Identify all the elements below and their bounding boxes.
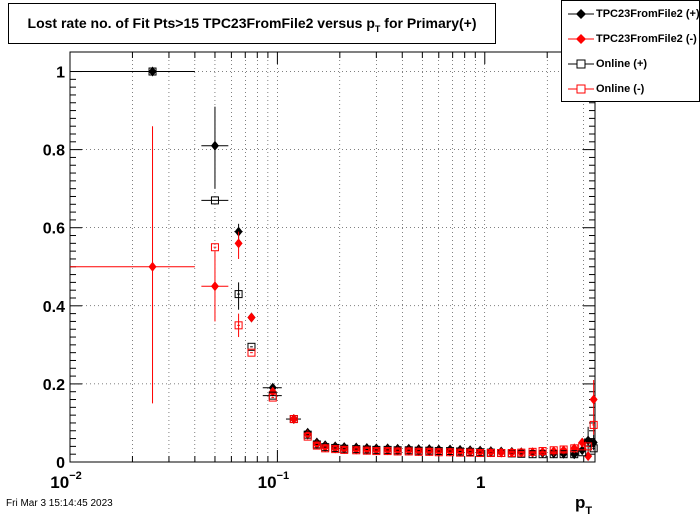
- data-point: [414, 447, 423, 456]
- chart-title-main: Lost rate no. of Fit Pts>15 TPC23FromFil…: [27, 15, 375, 31]
- legend-entry: TPC23FromFile2 (+): [562, 2, 700, 27]
- data-point: [538, 447, 547, 456]
- data-point: [578, 442, 587, 451]
- data-point: [570, 450, 579, 459]
- series-tpc23fromfile2: [70, 126, 598, 462]
- x-tick-label: 10−2: [50, 470, 81, 492]
- data-point: [589, 394, 598, 405]
- data-point: [538, 446, 547, 457]
- data-point: [466, 448, 475, 457]
- y-tick-label: 0.2: [43, 377, 65, 394]
- legend-marker-square-black: [568, 59, 594, 69]
- chart-title: Lost rate no. of Fit Pts>15 TPC23FromFil…: [9, 15, 495, 34]
- data-point: [383, 447, 392, 456]
- data-point: [210, 281, 219, 292]
- timestamp-footer: Fri Mar 3 15:14:45 2023: [6, 498, 113, 509]
- data-layer: [70, 66, 598, 462]
- y-tick-label: 0.6: [43, 221, 65, 238]
- data-point: [589, 444, 598, 453]
- data-point: [247, 312, 256, 323]
- data-point: [148, 261, 157, 272]
- legend-entry: Online (-): [562, 77, 700, 102]
- legend-marker-square-red: [568, 84, 594, 94]
- data-point: [210, 243, 219, 252]
- legend: TPC23FromFile2 (+) TPC23FromFile2 (-) On…: [561, 0, 700, 102]
- legend-label: TPC23FromFile2 (-): [596, 33, 697, 45]
- data-point: [528, 447, 537, 456]
- y-tick-label: 0.8: [43, 143, 65, 160]
- data-point: [340, 445, 349, 454]
- data-point: [289, 415, 298, 424]
- legend-marker-diamond-black: [568, 9, 594, 19]
- data-point: [352, 446, 361, 455]
- data-point: [148, 67, 157, 76]
- data-point: [393, 447, 402, 456]
- series-tpc23fromfile2: [70, 66, 598, 460]
- chart-title-subscript: T: [374, 23, 381, 34]
- series-online: [210, 243, 598, 458]
- x-tick-label: 10−1: [258, 470, 289, 492]
- data-point: [497, 449, 506, 458]
- data-point: [321, 444, 330, 453]
- data-point: [404, 447, 413, 456]
- legend-label: TPC23FromFile2 (+): [596, 8, 700, 20]
- data-point: [589, 420, 598, 429]
- legend-marker-diamond-red: [568, 34, 594, 44]
- y-tick-label: 1: [56, 65, 65, 82]
- legend-entry: TPC23FromFile2 (-): [562, 27, 700, 52]
- data-point: [234, 290, 243, 299]
- data-point: [247, 348, 256, 357]
- title-box: Lost rate no. of Fit Pts>15 TPC23FromFil…: [8, 3, 496, 44]
- data-point: [456, 448, 465, 457]
- data-point: [486, 449, 495, 458]
- data-point: [434, 448, 443, 457]
- data-point: [476, 449, 485, 458]
- legend-entry: Online (+): [562, 52, 700, 77]
- plot-frame: [69, 51, 596, 463]
- series-online: [148, 67, 598, 459]
- y-tick-label: 0: [56, 455, 65, 472]
- data-point: [507, 449, 516, 458]
- data-point: [362, 446, 371, 455]
- data-point: [268, 393, 277, 402]
- data-point: [234, 321, 243, 330]
- grid-layer: [69, 52, 595, 463]
- data-point: [210, 140, 219, 151]
- data-point: [303, 432, 312, 441]
- data-point: [578, 448, 587, 457]
- data-point: [425, 447, 434, 456]
- legend-label: Online (-): [596, 83, 645, 95]
- data-point: [331, 445, 340, 454]
- data-point: [559, 450, 568, 459]
- data-point: [234, 238, 243, 249]
- y-tick-label: 0.4: [43, 299, 65, 316]
- data-point: [247, 342, 256, 351]
- data-point: [517, 448, 526, 457]
- data-point: [570, 444, 579, 453]
- axis-layer: 0 0.2 0.4 0.6 0.8 1 10−2 10−1 1 pT: [43, 52, 595, 514]
- data-point: [312, 441, 321, 450]
- data-point: [584, 442, 593, 451]
- x-axis-label: pT: [575, 493, 592, 514]
- chart-title-tail: for Primary(+): [380, 15, 477, 31]
- legend-label: Online (+): [596, 58, 648, 70]
- data-point: [446, 448, 455, 457]
- data-point: [559, 445, 568, 454]
- data-point: [372, 447, 381, 456]
- data-point: [210, 196, 219, 205]
- x-tick-label: 1: [476, 473, 485, 492]
- data-point: [549, 446, 558, 455]
